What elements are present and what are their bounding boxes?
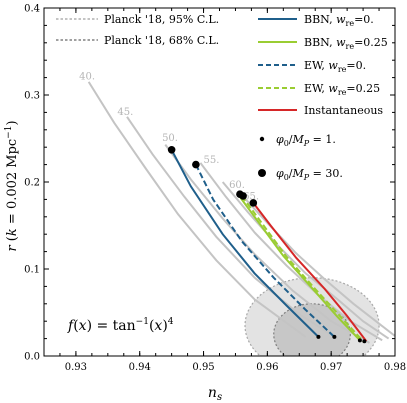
efold-label-1: 45. [117,107,133,118]
series-line-0 [170,149,320,338]
marker-4 [249,199,258,207]
legend-right: BBN, wre=0. BBN, wre=0.25 EW, wre=0. EW,… [258,13,388,117]
x-tick-label-5: 0.98 [384,362,406,373]
marker-legend-large-label: φ0/MP = 30. [276,167,343,182]
marker-3 [239,192,247,200]
legend-label-inst: Instantaneous [304,104,383,117]
marker-5 [316,334,321,339]
series-line-3 [240,195,364,342]
efold-labels: 40. 45. 50. 55. 60.65. [79,71,259,202]
series-markers [167,146,367,344]
legend-label-ew25: EW, wre=0.25 [304,82,380,97]
y-tick-label-2: 0.2 [24,178,40,189]
x-tick-label-1: 0.94 [129,362,151,373]
legend-label-95: Planck '18, 95% C.L. [104,13,219,26]
marker-legend-small [259,136,265,142]
series-lines [170,149,368,342]
legend-label-bbn0: BBN, wre=0. [304,13,374,28]
marker-legend-small-label: φ0/MP = 1. [276,133,336,148]
legend-label-68: Planck '18, 68% C.L. [104,34,219,47]
efold-label-2: 50. [162,133,178,144]
series-line-2 [237,194,361,341]
marker-1 [192,160,200,169]
y-tick-label-1: 0.1 [24,265,40,276]
function-annotation: f(x) = tan−1(x)4 [67,317,174,334]
efold-label-5: 65. [243,191,259,202]
efold-curve-4 [221,181,390,340]
x-tick-label-3: 0.96 [256,362,278,373]
legend-left: Planck '18, 95% C.L. Planck '18, 68% C.L… [56,13,219,47]
marker-7 [357,338,362,343]
x-axis-ticks: 0.93 0.94 0.95 0.96 0.97 0.98 [59,8,406,373]
efold-curve-0 [87,81,307,338]
x-tick-label-0: 0.93 [65,362,87,373]
series-line-4 [252,202,368,342]
x-tick-label-4: 0.97 [320,362,342,373]
efold-label-3: 55. [204,155,220,166]
y-axis-ticks: 0.0 0.1 0.2 0.3 0.4 [24,4,395,363]
marker-6 [332,334,337,339]
marker-legend-large [258,169,266,177]
efold-label-0: 40. [79,71,95,82]
efold-curve-2 [164,144,370,344]
marker-8 [362,339,367,344]
efold-curve-1 [126,116,339,340]
marker-0 [167,146,176,154]
y-axis-label: r (k = 0.002 Mpc−1) [4,120,20,251]
y-tick-label-0: 0.0 [24,352,40,363]
legend-label-bbn25: BBN, wre=0.25 [304,36,388,51]
efold-label-4: 60. [229,180,245,191]
marker-legend: φ0/MP = 1. φ0/MP = 30. [258,133,343,182]
x-tick-label-2: 0.95 [192,362,214,373]
series-line-1 [195,164,336,338]
y-tick-label-4: 0.4 [24,4,40,15]
y-tick-label-3: 0.3 [24,91,40,102]
efold-curves [87,81,395,344]
legend-label-ew0: EW, wre=0. [304,59,366,74]
